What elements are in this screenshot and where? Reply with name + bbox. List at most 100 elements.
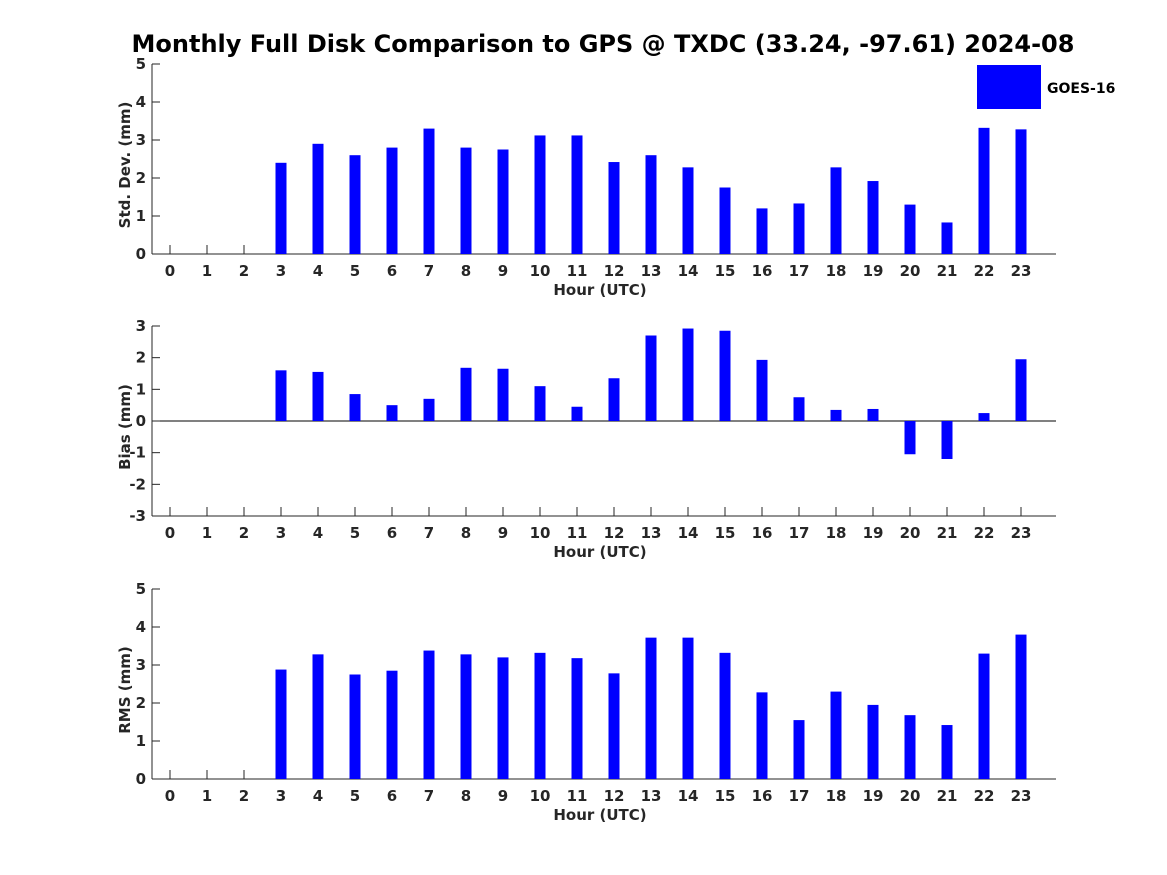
- rms-bar-hour-14: [682, 637, 694, 779]
- std-dev-x-tick-label: 1: [202, 262, 212, 280]
- bias-bar-hour-10: [534, 386, 546, 421]
- bias-x-tick-label: 19: [863, 524, 884, 542]
- bias-x-axis-label: Hour (UTC): [553, 543, 646, 561]
- bias-bar-hour-13: [645, 335, 657, 421]
- bias-x-tick-label: 18: [826, 524, 847, 542]
- rms-x-tick-label: 5: [350, 787, 360, 805]
- rms-x-tick-label: 3: [276, 787, 286, 805]
- std-dev-x-tick-label: 18: [826, 262, 847, 280]
- rms-x-tick-label: 2: [239, 787, 249, 805]
- bias-bar-hour-12: [608, 378, 620, 421]
- bias-x-tick-label: 17: [789, 524, 810, 542]
- rms-bar-hour-17: [793, 720, 805, 779]
- rms-y-tick-label: 2: [136, 694, 146, 712]
- bias-y-tick-label: 1: [136, 380, 146, 398]
- rms-bar-hour-18: [830, 691, 842, 779]
- std-dev-bar-hour-11: [571, 135, 583, 254]
- std-dev-bar-hour-14: [682, 167, 694, 254]
- std-dev-x-tick-label: 4: [313, 262, 323, 280]
- rms-x-tick-label: 10: [530, 787, 551, 805]
- bias-y-tick-label: -2: [129, 475, 146, 493]
- std-dev-x-tick-label: 6: [387, 262, 397, 280]
- bias-bar-hour-9: [497, 368, 509, 421]
- std-dev-x-tick-label: 11: [567, 262, 588, 280]
- bias-bar-hour-5: [349, 394, 361, 421]
- rms-x-tick-label: 4: [313, 787, 323, 805]
- rms-x-tick-label: 7: [424, 787, 434, 805]
- rms-bar-hour-13: [645, 637, 657, 779]
- rms-bar-hour-3: [275, 669, 287, 779]
- bias-x-tick-label: 7: [424, 524, 434, 542]
- rms-x-tick-label: 1: [202, 787, 212, 805]
- std-dev-x-tick-label: 14: [678, 262, 699, 280]
- bias-bar-hour-18: [830, 409, 842, 421]
- std-dev-bar-hour-18: [830, 167, 842, 254]
- rms-y-tick-label: 5: [136, 580, 146, 598]
- std-dev-x-tick-label: 13: [641, 262, 662, 280]
- rms-x-tick-label: 16: [752, 787, 773, 805]
- bias-bar-hour-17: [793, 397, 805, 421]
- bias-bar-hour-19: [867, 408, 879, 421]
- std-dev-bar-hour-5: [349, 155, 361, 254]
- bias-x-tick-label: 16: [752, 524, 773, 542]
- std-dev-bar-hour-23: [1015, 129, 1027, 254]
- bias-bar-hour-15: [719, 330, 731, 421]
- legend: GOES-16: [977, 65, 1115, 109]
- std-dev-bar-hour-8: [460, 147, 472, 254]
- rms-x-axis-label: Hour (UTC): [553, 806, 646, 824]
- std-dev-y-tick-label: 4: [136, 93, 146, 111]
- rms-bar-hour-15: [719, 652, 731, 779]
- std-dev-y-tick-label: 2: [136, 169, 146, 187]
- rms-bar-hour-7: [423, 650, 435, 779]
- bias-x-tick-label: 20: [900, 524, 921, 542]
- std-dev-y-axis-label: Std. Dev. (mm): [116, 102, 134, 229]
- bias-y-tick-label: 2: [136, 349, 146, 367]
- bias-y-tick-label: -1: [129, 444, 146, 462]
- rms-bar-hour-5: [349, 674, 361, 779]
- rms-bar-hour-23: [1015, 634, 1027, 779]
- bias-bar-hour-7: [423, 398, 435, 421]
- bias-x-tick-label: 11: [567, 524, 588, 542]
- bias-bar-hour-6: [386, 405, 398, 421]
- rms-x-tick-label: 14: [678, 787, 699, 805]
- std-dev-x-tick-label: 12: [604, 262, 625, 280]
- std-dev-x-tick-label: 23: [1011, 262, 1032, 280]
- bias-x-tick-label: 9: [498, 524, 508, 542]
- bias-bar-hour-8: [460, 367, 472, 421]
- rms-y-tick-label: 0: [136, 770, 146, 788]
- std-dev-bar-hour-7: [423, 128, 435, 254]
- rms-x-tick-label: 20: [900, 787, 921, 805]
- rms-bar-hour-22: [978, 653, 990, 779]
- rms-x-tick-label: 15: [715, 787, 736, 805]
- std-dev-y-tick-label: 1: [136, 207, 146, 225]
- bias-bar-hour-16: [756, 359, 768, 421]
- bias-bar-hour-14: [682, 328, 694, 421]
- std-dev-x-tick-label: 22: [974, 262, 995, 280]
- std-dev-bar-hour-19: [867, 181, 879, 254]
- bias-x-tick-label: 22: [974, 524, 995, 542]
- bias-bar-hour-23: [1015, 359, 1027, 421]
- bias-x-tick-label: 8: [461, 524, 471, 542]
- std-dev-bar-hour-12: [608, 162, 620, 254]
- bias-bar-hour-11: [571, 406, 583, 421]
- std-dev-x-tick-label: 17: [789, 262, 810, 280]
- rms-bar-hour-9: [497, 657, 509, 779]
- bias-x-tick-label: 2: [239, 524, 249, 542]
- std-dev-bar-hour-4: [312, 143, 324, 254]
- rms-x-tick-label: 18: [826, 787, 847, 805]
- rms-bar-hour-19: [867, 704, 879, 779]
- std-dev-y-tick-label: 5: [136, 55, 146, 73]
- rms-bar-hour-16: [756, 692, 768, 779]
- std-dev-x-tick-label: 19: [863, 262, 884, 280]
- bias-x-tick-label: 1: [202, 524, 212, 542]
- std-dev-bar-hour-20: [904, 204, 916, 254]
- rms-bar-hour-8: [460, 654, 472, 779]
- bias-y-tick-label: 3: [136, 317, 146, 335]
- bias-x-tick-label: 6: [387, 524, 397, 542]
- rms-x-tick-label: 11: [567, 787, 588, 805]
- std-dev-bar-hour-17: [793, 203, 805, 254]
- std-dev-x-tick-label: 10: [530, 262, 551, 280]
